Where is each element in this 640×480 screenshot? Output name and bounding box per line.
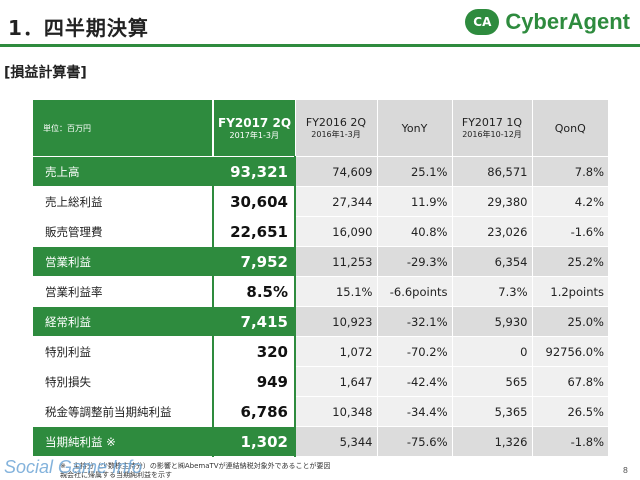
row-label: 営業利益率 (33, 276, 213, 307)
table-row: 特別利益 320 1,072 -70.2% 0 92756.0% (33, 336, 608, 367)
row-label: 売上総利益 (33, 186, 213, 217)
value-cell: -29.3% (376, 246, 452, 277)
company-logo: CA CyberAgent (465, 9, 630, 35)
current-value-cell: 22,651 (212, 216, 296, 247)
value-cell: 4.2% (531, 186, 608, 217)
value-cell: 7.3% (451, 276, 532, 307)
value-cell: 565 (451, 366, 532, 397)
value-cell: -6.6points (376, 276, 452, 307)
column-header: QonQ (531, 100, 608, 157)
row-label: 経常利益 (33, 306, 213, 337)
table-row: 販売管理費 22,651 16,090 40.8% 23,026 -1.6% (33, 216, 608, 247)
current-value-cell: 7,415 (212, 306, 296, 337)
value-cell: 1.2points (531, 276, 608, 307)
value-cell: -1.8% (531, 426, 608, 457)
column-header-sub: 2017年1-3月 (229, 130, 279, 140)
footnote: ※ 主持分（少数株主持分）の影響と㈱AbemaTVが連結納税対象外であることが要… (60, 462, 331, 480)
value-cell: 6,354 (451, 246, 532, 277)
current-value-cell: 320 (212, 336, 296, 367)
current-value-cell: 30,604 (212, 186, 296, 217)
value-cell: 5,365 (451, 396, 532, 427)
value-cell: 5,344 (294, 426, 377, 457)
value-cell: 10,923 (294, 306, 377, 337)
row-label: 特別利益 (33, 336, 213, 367)
value-cell: 1,326 (451, 426, 532, 457)
section-title: [損益計算書] (4, 65, 87, 81)
column-header-main: FY2017 1Q (461, 116, 523, 129)
footnote-line: ※ 主持分（少数株主持分）の影響と㈱AbemaTVが連結納税対象外であることが要… (60, 462, 331, 470)
value-cell: 25.2% (531, 246, 608, 277)
row-label: 売上高 (33, 156, 213, 187)
column-header-main: FY2016 2Q (305, 116, 367, 129)
table-row: 営業利益 7,952 11,253 -29.3% 6,354 25.2% (33, 246, 608, 277)
value-cell: 86,571 (451, 156, 532, 187)
value-cell: 74,609 (294, 156, 377, 187)
table-row: 経常利益 7,415 10,923 -32.1% 5,930 25.0% (33, 306, 608, 337)
title-divider (0, 44, 640, 47)
value-cell: 5,930 (451, 306, 532, 337)
logo-mark-icon: CA (465, 9, 500, 35)
footnote-line: 親会社に帰属する当期純利益を示す (60, 471, 172, 479)
row-label: 販売管理費 (33, 216, 213, 247)
value-cell: 0 (451, 336, 532, 367)
column-header: FY2017 2Q 2017年1-3月 (212, 100, 295, 157)
watermark: Social Game Info (4, 457, 143, 477)
page-number: 8 (622, 466, 628, 475)
value-cell: 1,647 (294, 366, 377, 397)
column-header-main: QonQ (554, 121, 586, 135)
column-header: FY2016 2Q 2016年1-3月 (294, 100, 377, 157)
row-label: 税金等調整前当期純利益 (33, 396, 213, 427)
current-value-cell: 1,302 (212, 426, 296, 457)
value-cell: 1,072 (294, 336, 377, 367)
value-cell: 26.5% (531, 396, 608, 427)
table-row: 営業利益率 8.5% 15.1% -6.6points 7.3% 1.2points (33, 276, 608, 307)
unit-label: 単位：百万円 (33, 100, 213, 157)
current-value-cell: 6,786 (212, 396, 296, 427)
table-row: 当期純利益 ※ 1,302 5,344 -75.6% 1,326 -1.8% (33, 426, 608, 457)
value-cell: -70.2% (376, 336, 452, 367)
income-statement-table: 単位：百万円 FY2017 2Q 2017年1-3月 FY2016 2Q 201… (33, 100, 608, 457)
value-cell: -32.1% (376, 306, 452, 337)
row-label: 営業利益 (33, 246, 213, 277)
table-row: 特別損失 949 1,647 -42.4% 565 67.8% (33, 366, 608, 397)
value-cell: 11.9% (376, 186, 452, 217)
value-cell: -75.6% (376, 426, 452, 457)
value-cell: 40.8% (376, 216, 452, 247)
value-cell: -42.4% (376, 366, 452, 397)
column-header: YonY (376, 100, 452, 157)
table-row: 税金等調整前当期純利益 6,786 10,348 -34.4% 5,365 26.5% (33, 396, 608, 427)
column-header-main: YonY (401, 121, 428, 135)
value-cell: -1.6% (531, 216, 608, 247)
row-label: 特別損失 (33, 366, 213, 397)
value-cell: 29,380 (451, 186, 532, 217)
value-cell: 10,348 (294, 396, 377, 427)
page-title: 1．四半期決算 (8, 16, 149, 40)
table-row: 売上総利益 30,604 27,344 11.9% 29,380 4.2% (33, 186, 608, 217)
value-cell: 15.1% (294, 276, 377, 307)
value-cell: -34.4% (376, 396, 452, 427)
current-value-cell: 949 (212, 366, 296, 397)
value-cell: 7.8% (531, 156, 608, 187)
column-header-main: FY2017 2Q (218, 115, 292, 130)
value-cell: 67.8% (531, 366, 608, 397)
value-cell: 92756.0% (531, 336, 608, 367)
value-cell: 25.1% (376, 156, 452, 187)
logo-text: CyberAgent (505, 9, 630, 34)
table-header-row: 単位：百万円 FY2017 2Q 2017年1-3月 FY2016 2Q 201… (33, 100, 608, 157)
row-label: 当期純利益 ※ (33, 426, 213, 457)
value-cell: 11,253 (294, 246, 377, 277)
value-cell: 25.0% (531, 306, 608, 337)
column-header-sub: 2016年10-12月 (462, 130, 522, 139)
column-header: FY2017 1Q 2016年10-12月 (451, 100, 532, 157)
value-cell: 27,344 (294, 186, 377, 217)
current-value-cell: 7,952 (212, 246, 296, 277)
column-header-sub: 2016年1-3月 (311, 130, 361, 139)
value-cell: 23,026 (451, 216, 532, 247)
table-row: 売上高 93,321 74,609 25.1% 86,571 7.8% (33, 156, 608, 187)
current-value-cell: 93,321 (212, 156, 296, 187)
value-cell: 16,090 (294, 216, 377, 247)
current-value-cell: 8.5% (212, 276, 296, 307)
